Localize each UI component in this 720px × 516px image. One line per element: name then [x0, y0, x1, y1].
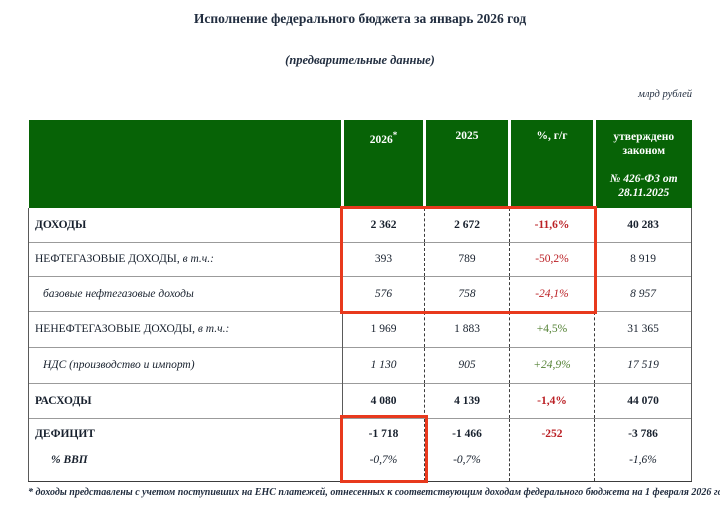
header-law-title: утверждено законом: [613, 131, 675, 158]
header-cell-2026: 2026*: [342, 120, 426, 208]
cell-pct: -1,4%: [509, 382, 595, 418]
cell-2026: 2 362: [342, 208, 425, 242]
cell-pct: +4,5%: [509, 310, 595, 347]
deficit-2026: -1 718: [368, 427, 399, 440]
header-row: 2026* 2025 %, г/г утверждено законом № 4…: [28, 120, 692, 208]
deficit-2025-gdp: -0,7%: [453, 453, 481, 466]
cell-2026: 4 080: [342, 382, 425, 418]
row-label: ДЕФИЦИТ % ВВП: [28, 417, 343, 482]
cell-law: 8 957: [594, 275, 692, 311]
cell-pct: +24,9%: [509, 346, 595, 383]
cell-law: 31 365: [594, 310, 692, 347]
cell-2025: 1 883: [424, 310, 510, 347]
cell-2025: 905: [424, 346, 510, 383]
cell-pct: -252: [509, 417, 595, 482]
cell-law: 40 283: [594, 208, 692, 242]
header-cell-2025: 2025: [424, 120, 511, 208]
budget-table: 2026* 2025 %, г/г утверждено законом № 4…: [28, 120, 692, 483]
row-vat: НДС (производство и импорт) 1 130 905 +2…: [28, 346, 692, 383]
cell-law: 44 070: [594, 382, 692, 418]
cell-2026: 393: [342, 241, 425, 276]
cell-2025: 2 672: [424, 208, 510, 242]
row-label: базовые нефтегазовые доходы: [28, 275, 343, 311]
cell-2026: 576: [342, 275, 425, 311]
deficit-change: -252: [541, 427, 563, 440]
row-base-oil-gas-revenues: базовые нефтегазовые доходы 576 758 -24,…: [28, 275, 692, 311]
row-label: ДОХОДЫ: [28, 208, 343, 242]
footnote-asterisk: *: [392, 130, 398, 140]
cell-2026: -1 718 -0,7%: [342, 417, 425, 482]
row-label: НЕФТЕГАЗОВЫЕ ДОХОДЫ, в т.ч.:: [28, 241, 343, 276]
deficit-2025: -1 466: [452, 427, 482, 440]
cell-2025: 789: [424, 241, 510, 276]
header-cell-law: утверждено законом № 426-ФЗ от 28.11.202…: [594, 120, 692, 208]
page-title: Исполнение федерального бюджета за январ…: [193, 11, 527, 26]
page-subtitle: (предварительные данные): [285, 53, 435, 67]
deficit-law: -3 786: [628, 427, 658, 440]
row-label-main: НЕНЕФТЕГАЗОВЫЕ ДОХОДЫ,: [35, 323, 196, 335]
row-label: РАСХОДЫ: [28, 382, 343, 418]
footnote: * доходы представлены с учетом поступивш…: [28, 487, 720, 498]
row-label-suffix: в т.ч.:: [182, 253, 214, 265]
row-oil-gas-revenues: НЕФТЕГАЗОВЫЕ ДОХОДЫ, в т.ч.: 393 789 -50…: [28, 241, 692, 276]
header-2026-label: 2026: [369, 133, 393, 146]
units-label: млрд рублей: [638, 89, 692, 100]
cell-2025: -1 466 -0,7%: [424, 417, 510, 482]
header-cell-empty: [28, 120, 344, 208]
cell-law: 8 919: [594, 241, 692, 276]
row-label-suffix: в т.ч.:: [197, 323, 230, 335]
row-revenues: ДОХОДЫ 2 362 2 672 -11,6% 40 283: [28, 208, 692, 242]
cell-2026: 1 130: [342, 346, 425, 383]
row-label: НДС (производство и импорт): [28, 346, 343, 383]
deficit-2026-gdp: -0,7%: [369, 453, 398, 466]
row-non-oil-gas-revenues: НЕНЕФТЕГАЗОВЫЕ ДОХОДЫ, в т.ч.: 1 969 1 8…: [28, 310, 692, 347]
row-label-main: НЕФТЕГАЗОВЫЕ ДОХОДЫ,: [35, 253, 180, 265]
cell-2026: 1 969: [342, 310, 425, 347]
row-label: НЕНЕФТЕГАЗОВЫЕ ДОХОДЫ, в т.ч.:: [28, 310, 343, 347]
cell-pct: -24,1%: [509, 275, 595, 311]
cell-2025: 758: [424, 275, 510, 311]
deficit-law-gdp: -1,6%: [629, 453, 657, 466]
cell-pct: -50,2%: [509, 241, 595, 276]
gdp-share-label: % ВВП: [51, 453, 88, 466]
deficit-label: ДЕФИЦИТ: [35, 427, 95, 440]
row-expenditures: РАСХОДЫ 4 080 4 139 -1,4% 44 070: [28, 382, 692, 418]
budget-data-table: 2026* 2025 %, г/г утверждено законом № 4…: [28, 120, 692, 482]
header-law-reference: № 426-ФЗ от 28.11.2025: [609, 172, 678, 200]
cell-2025: 4 139: [424, 382, 510, 418]
cell-law: -3 786 -1,6%: [594, 417, 692, 482]
cell-pct: -11,6%: [509, 208, 595, 242]
cell-law: 17 519: [594, 346, 692, 383]
row-deficit: ДЕФИЦИТ % ВВП -1 718 -0,7% -1 466 -0,7% …: [28, 417, 692, 482]
deficit-change-gdp: [510, 454, 594, 467]
header-cell-pct: %, г/г: [509, 120, 596, 208]
